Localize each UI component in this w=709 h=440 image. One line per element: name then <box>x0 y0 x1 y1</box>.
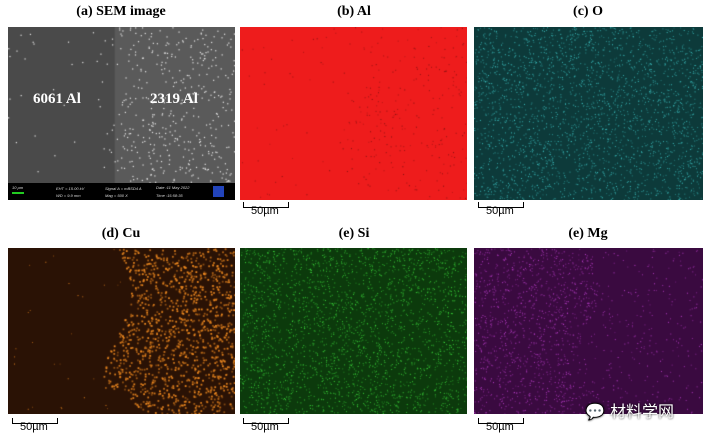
sem-info-bar: 10 µm EHT = 15.00 kV WD = 9.9 mm Signal … <box>8 183 235 200</box>
cu-map <box>8 248 235 414</box>
panel-d-title: (d) Cu <box>101 226 141 241</box>
label-6061: 6061 Al <box>33 91 81 107</box>
sem-image: 6061 Al 2319 Al 10 µm EHT = 15.00 kV WD … <box>8 27 235 200</box>
watermark-text: 材料学网 <box>610 402 675 421</box>
zeiss-logo <box>213 186 224 197</box>
panel-c-title: (c) O <box>573 4 603 19</box>
sem-signal: Signal A = mBSD4 A <box>105 186 142 191</box>
watermark: 💬 材料学网 <box>585 398 674 422</box>
sem-mag: Mag = 500 X <box>105 193 128 198</box>
al-map <box>240 27 467 200</box>
sem-eht: EHT = 15.00 kV <box>56 186 85 191</box>
panel-e-title: (e) Si <box>338 226 370 241</box>
sem-scale-bar <box>12 192 24 194</box>
si-map <box>240 248 467 414</box>
panel-f-title: (e) Mg <box>568 226 608 241</box>
label-2319: 2319 Al <box>150 91 198 107</box>
panel-b-title: (b) Al <box>337 4 371 19</box>
sem-date: Date :11 May 2022 <box>156 185 190 190</box>
o-map <box>474 27 703 200</box>
sem-time: Time :15:58:35 <box>156 193 183 198</box>
sem-wd: WD = 9.9 mm <box>56 193 81 198</box>
panel-a-title: (a) SEM image <box>76 4 166 19</box>
wechat-icon: 💬 <box>585 402 605 421</box>
sem-scale: 10 µm <box>12 185 24 190</box>
mg-map <box>474 248 703 414</box>
